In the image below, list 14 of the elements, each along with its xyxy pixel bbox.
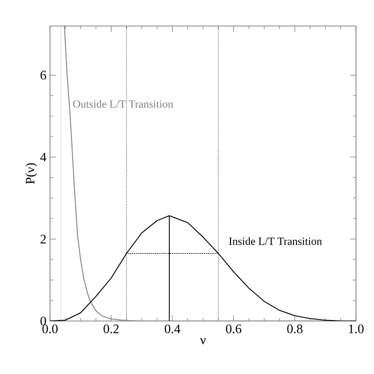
x-axis-title: ν bbox=[200, 338, 206, 344]
y-tick-label: 4 bbox=[40, 152, 46, 162]
x-tick-label: 0.2 bbox=[104, 324, 119, 334]
x-tick-label: 0.4 bbox=[164, 324, 180, 334]
y-tick-label: 6 bbox=[40, 70, 46, 80]
y-axis-title: P(ν) bbox=[25, 163, 38, 184]
x-tick-label: 0.0 bbox=[42, 324, 58, 334]
series-label: Inside L/T Transition bbox=[229, 237, 322, 245]
x-tick-label: 0.8 bbox=[287, 324, 302, 334]
x-tick-label: 1.0 bbox=[349, 324, 364, 334]
series-label: Outside L/T Transition bbox=[73, 100, 174, 108]
y-tick-label: 0 bbox=[40, 316, 46, 326]
y-tick-label: 2 bbox=[40, 234, 46, 244]
x-tick-label: 0.6 bbox=[226, 324, 242, 334]
